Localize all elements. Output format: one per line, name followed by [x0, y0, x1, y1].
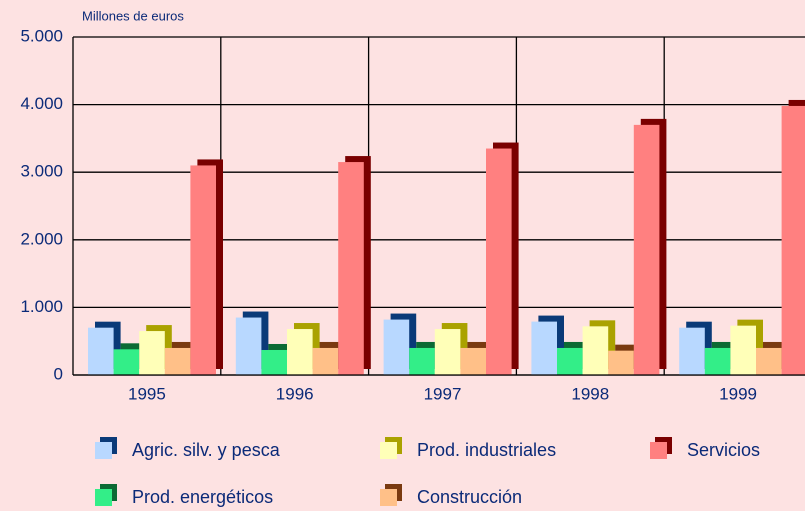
bar-face [113, 349, 140, 375]
bar-face [190, 165, 216, 375]
bar [383, 313, 417, 375]
bar [434, 323, 468, 375]
y-tick-label: 5.000 [20, 26, 63, 45]
legend-label: Construcción [417, 487, 522, 507]
bar-face [608, 350, 634, 375]
bar-face [679, 327, 705, 375]
bar-face [781, 105, 805, 376]
legend-label: Prod. industriales [417, 440, 556, 460]
bar-face [164, 347, 191, 375]
bar-face [460, 347, 486, 375]
y-tick-label: 4.000 [20, 94, 63, 113]
legend-swatch [95, 489, 112, 506]
bar-face [756, 347, 782, 375]
y-tick-label: 3.000 [20, 162, 63, 181]
bar-face [139, 331, 165, 375]
bar [756, 341, 789, 375]
bar-face [633, 124, 660, 375]
bar-face [409, 347, 435, 375]
bar-face [531, 321, 557, 375]
x-tick-label: 1995 [128, 384, 166, 403]
bar [531, 315, 564, 375]
bar-face [582, 326, 609, 375]
bar [781, 99, 805, 376]
bar [704, 341, 738, 375]
y-tick-label: 2.000 [20, 229, 63, 248]
y-tick-label: 0 [54, 364, 63, 383]
legend-label: Servicios [687, 440, 760, 460]
bar-face [486, 148, 512, 375]
x-tick-label: 1996 [276, 384, 314, 403]
bar-face [261, 349, 287, 375]
legend-swatch [95, 442, 112, 459]
legend-label: Agric. silv. y pesca [132, 440, 281, 460]
bar [190, 159, 223, 375]
bar-face [730, 325, 756, 375]
bar-face [557, 347, 583, 375]
x-tick-label: 1998 [571, 384, 609, 403]
bar [235, 311, 269, 375]
bar-face [434, 329, 461, 375]
bar-face [287, 329, 313, 375]
legend-swatch [380, 489, 397, 506]
legend-label: Prod. energéticos [132, 487, 273, 507]
y-tick-label: 1.000 [20, 297, 63, 316]
bar-face [338, 162, 364, 375]
legend-swatch [380, 442, 397, 459]
y-axis-label: Millones de euros [82, 8, 184, 23]
bar-face [88, 327, 114, 375]
bar [287, 323, 320, 375]
x-tick-label: 1999 [719, 384, 757, 403]
bar [338, 156, 371, 375]
bar-face [235, 317, 262, 375]
legend-swatch [650, 442, 667, 459]
bar-face [704, 347, 731, 375]
x-tick-label: 1997 [424, 384, 462, 403]
bar-face [383, 319, 410, 375]
bar [633, 118, 667, 375]
bar-face [312, 347, 339, 375]
bar [113, 343, 147, 375]
bar [486, 142, 519, 375]
